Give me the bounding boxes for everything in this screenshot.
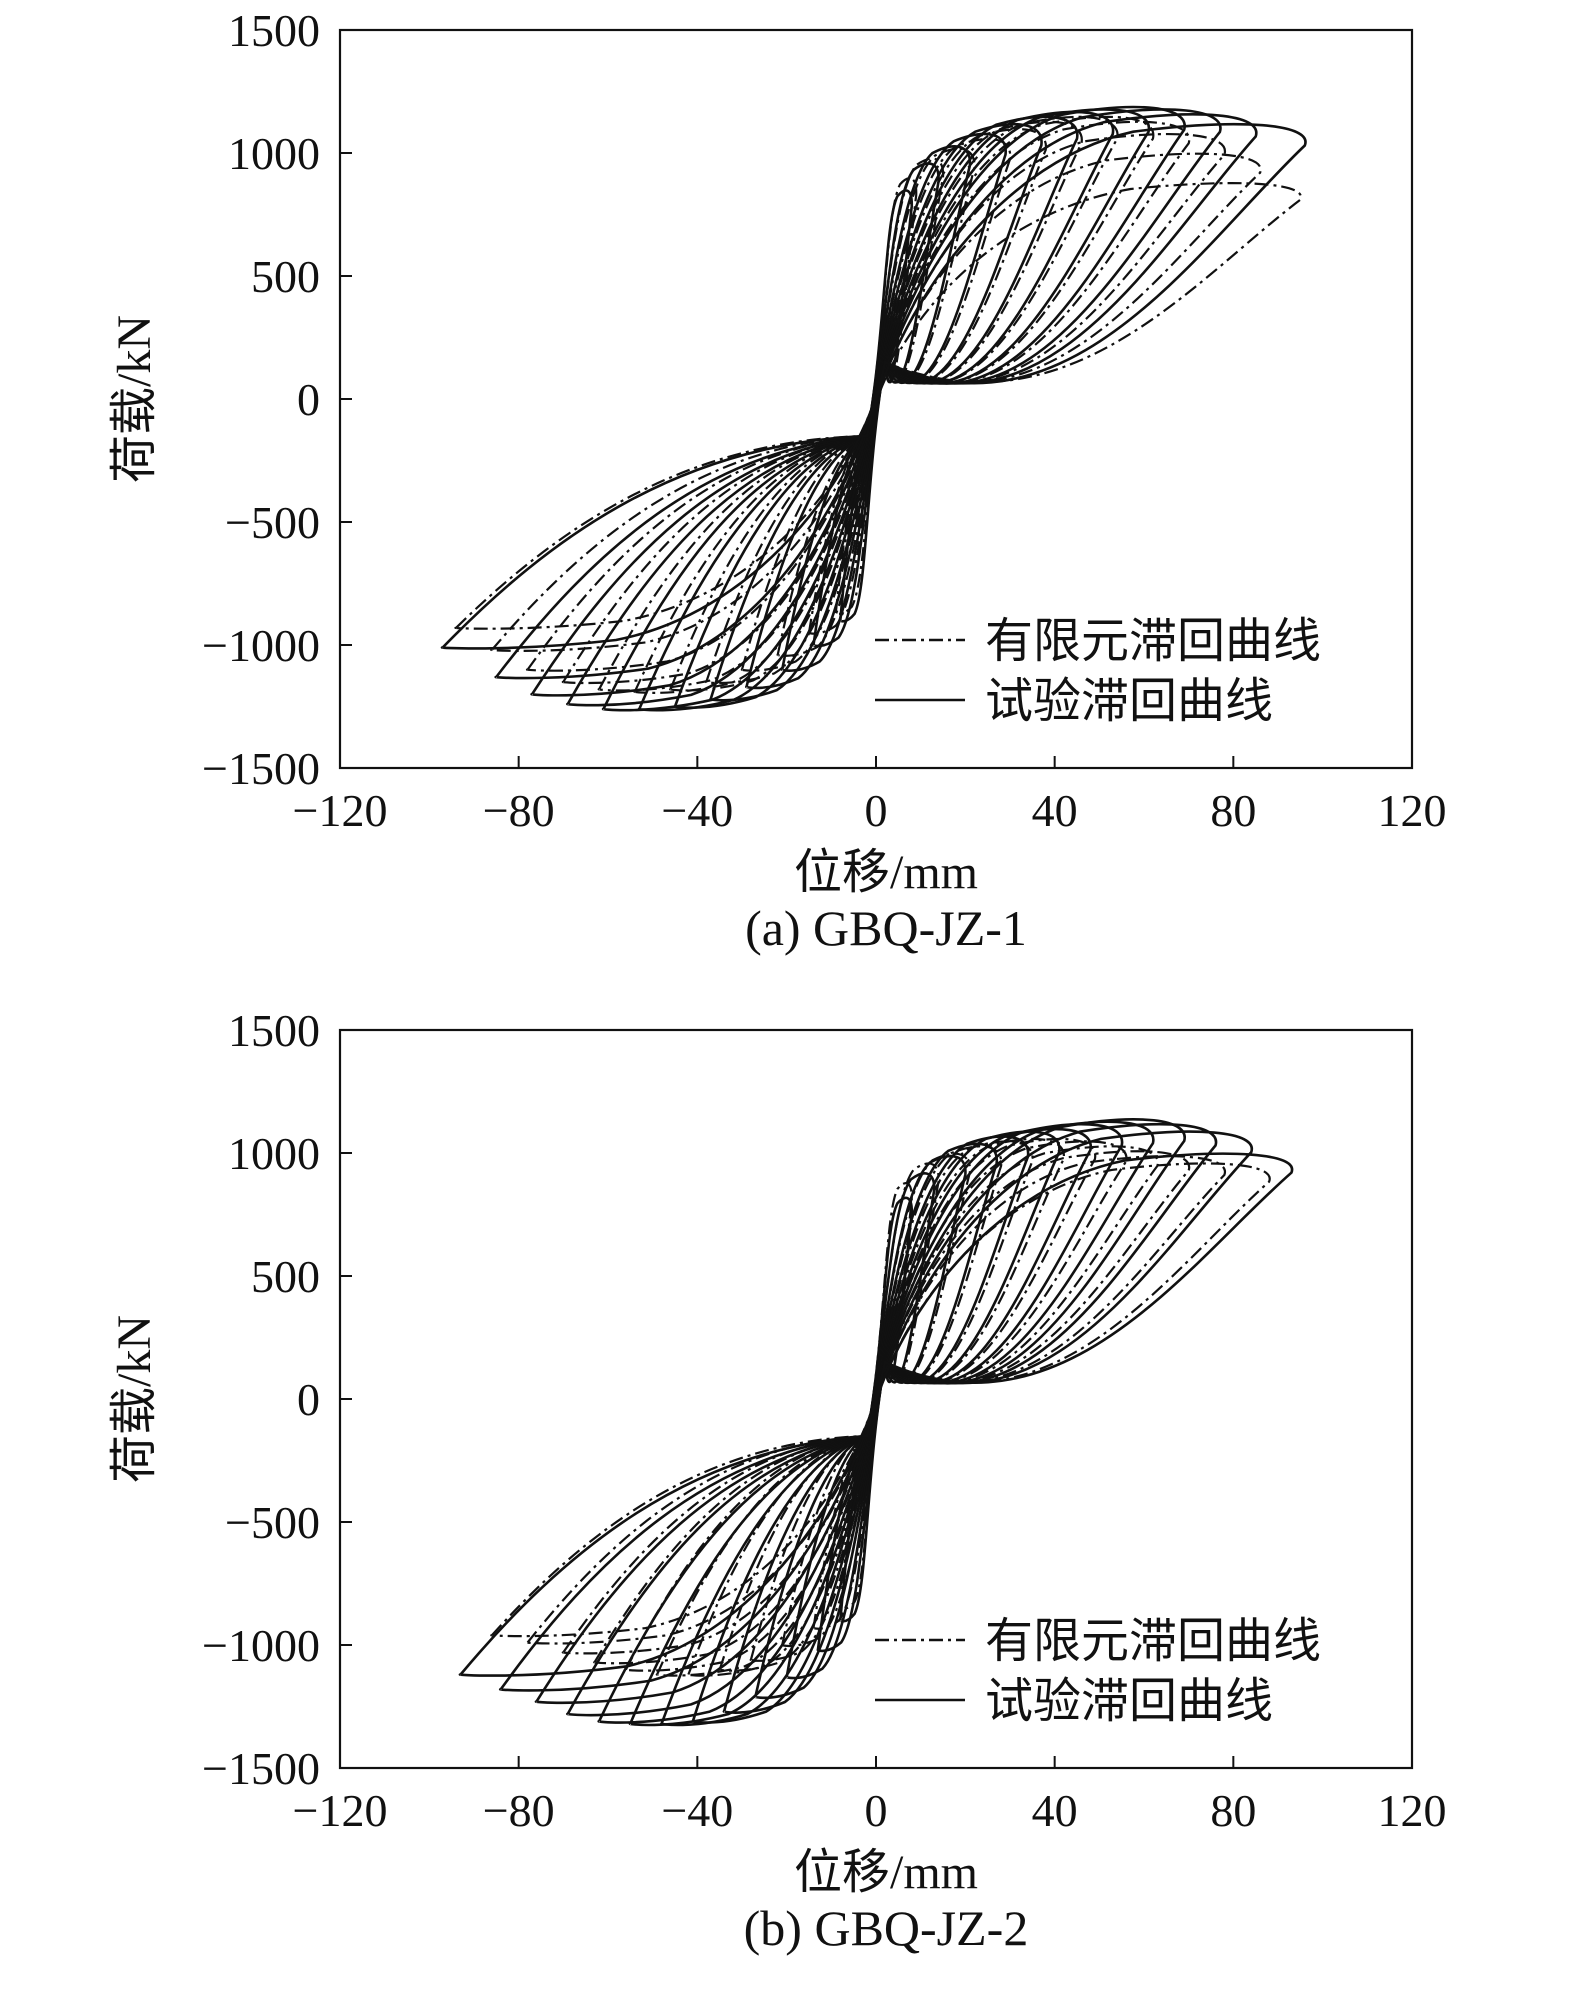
y-tick-label: 500 xyxy=(251,1251,320,1302)
hysteresis-loop xyxy=(740,137,1012,672)
x-tick-label: −80 xyxy=(483,1785,555,1836)
x-tick-label: −120 xyxy=(293,1785,388,1836)
chart-2: −120 −80 −40 0 40 80 120 1500 1000 500 0 −500 −1000 −… xyxy=(108,1005,1447,1956)
hysteresis-loop xyxy=(530,108,1222,697)
hysteresis-loop xyxy=(454,182,1303,630)
y-tick-label: 500 xyxy=(251,251,320,302)
hysteresis-loop xyxy=(628,1123,1124,1727)
series-test xyxy=(458,1118,1294,1727)
x-tick-label: 120 xyxy=(1378,785,1447,836)
hysteresis-loop xyxy=(754,1142,998,1700)
hysteresis-loop xyxy=(745,132,1007,690)
series-fem xyxy=(490,1137,1271,1677)
y-tick-label: 1500 xyxy=(228,1005,320,1056)
y-axis-label: 荷载/kN xyxy=(108,315,161,483)
hysteresis-loop xyxy=(499,1130,1254,1692)
x-tick-label: −40 xyxy=(661,1785,733,1836)
hysteresis-loop xyxy=(709,123,1043,702)
hysteresis-loop xyxy=(601,108,1151,712)
y-tick-label: −1500 xyxy=(202,1743,320,1794)
hysteresis-loop xyxy=(597,1120,1155,1724)
y-tick-label: 1000 xyxy=(228,128,320,179)
hysteresis-loop xyxy=(494,113,1258,680)
x-tick-label: 0 xyxy=(865,1785,888,1836)
y-tick-label: −1000 xyxy=(202,620,320,671)
hysteresis-loop xyxy=(561,120,1191,685)
x-tick-label: 40 xyxy=(1032,785,1078,836)
series-test xyxy=(440,105,1307,712)
y-axis-label: 荷载/kN xyxy=(108,1315,161,1483)
hysteresis-loop xyxy=(705,128,1047,685)
legend-label: 有限元滞回曲线 xyxy=(985,1615,1321,1668)
y-tick-label: 1000 xyxy=(228,1128,320,1179)
x-tick-label: −80 xyxy=(483,785,555,836)
x-tick-label: 120 xyxy=(1378,1785,1447,1836)
y-tick-label: −500 xyxy=(225,1497,320,1548)
chart-caption: (a) GBQ-JZ-1 xyxy=(745,900,1027,956)
x-tick-label: 0 xyxy=(865,785,888,836)
hysteresis-loop xyxy=(776,147,976,657)
y-tick-label: −1500 xyxy=(202,743,320,794)
hysteresis-loop xyxy=(660,1127,1092,1727)
x-tick-label: −120 xyxy=(293,785,388,836)
x-tick-label: −40 xyxy=(661,785,733,836)
y-tick-label: −1000 xyxy=(202,1620,320,1671)
x-tick-label: 40 xyxy=(1032,1785,1078,1836)
hysteresis-loop xyxy=(490,1162,1271,1638)
hysteresis-loop xyxy=(526,1155,1226,1645)
legend-label: 试验滞回曲线 xyxy=(985,675,1273,728)
hysteresis-loop xyxy=(534,1122,1218,1705)
hysteresis-loop xyxy=(440,123,1307,650)
y-tick-label: 0 xyxy=(297,1374,320,1425)
chart-1: −120 −80 −40 0 40 80 120 1500 1000 500 0 −500 −1000 −… xyxy=(108,5,1447,956)
chart-caption: (b) GBQ-JZ-2 xyxy=(744,1900,1029,1956)
x-axis-label: 位移/mm xyxy=(794,1846,978,1899)
hysteresis-loop xyxy=(597,115,1155,692)
hysteresis-loop xyxy=(458,1152,1294,1677)
y-tick-label: 1500 xyxy=(228,5,320,56)
legend-label: 有限元滞回曲线 xyxy=(985,615,1321,668)
y-tick-label: 0 xyxy=(297,374,320,425)
y-tick-label: −500 xyxy=(225,497,320,548)
hysteresis-loop xyxy=(561,1150,1191,1655)
x-tick-label: 80 xyxy=(1210,785,1256,836)
legend-label: 试验滞回曲线 xyxy=(985,1675,1273,1728)
x-tick-label: 80 xyxy=(1210,1785,1256,1836)
hysteresis-loop xyxy=(566,1118,1186,1717)
x-axis-label: 位移/mm xyxy=(794,846,978,899)
